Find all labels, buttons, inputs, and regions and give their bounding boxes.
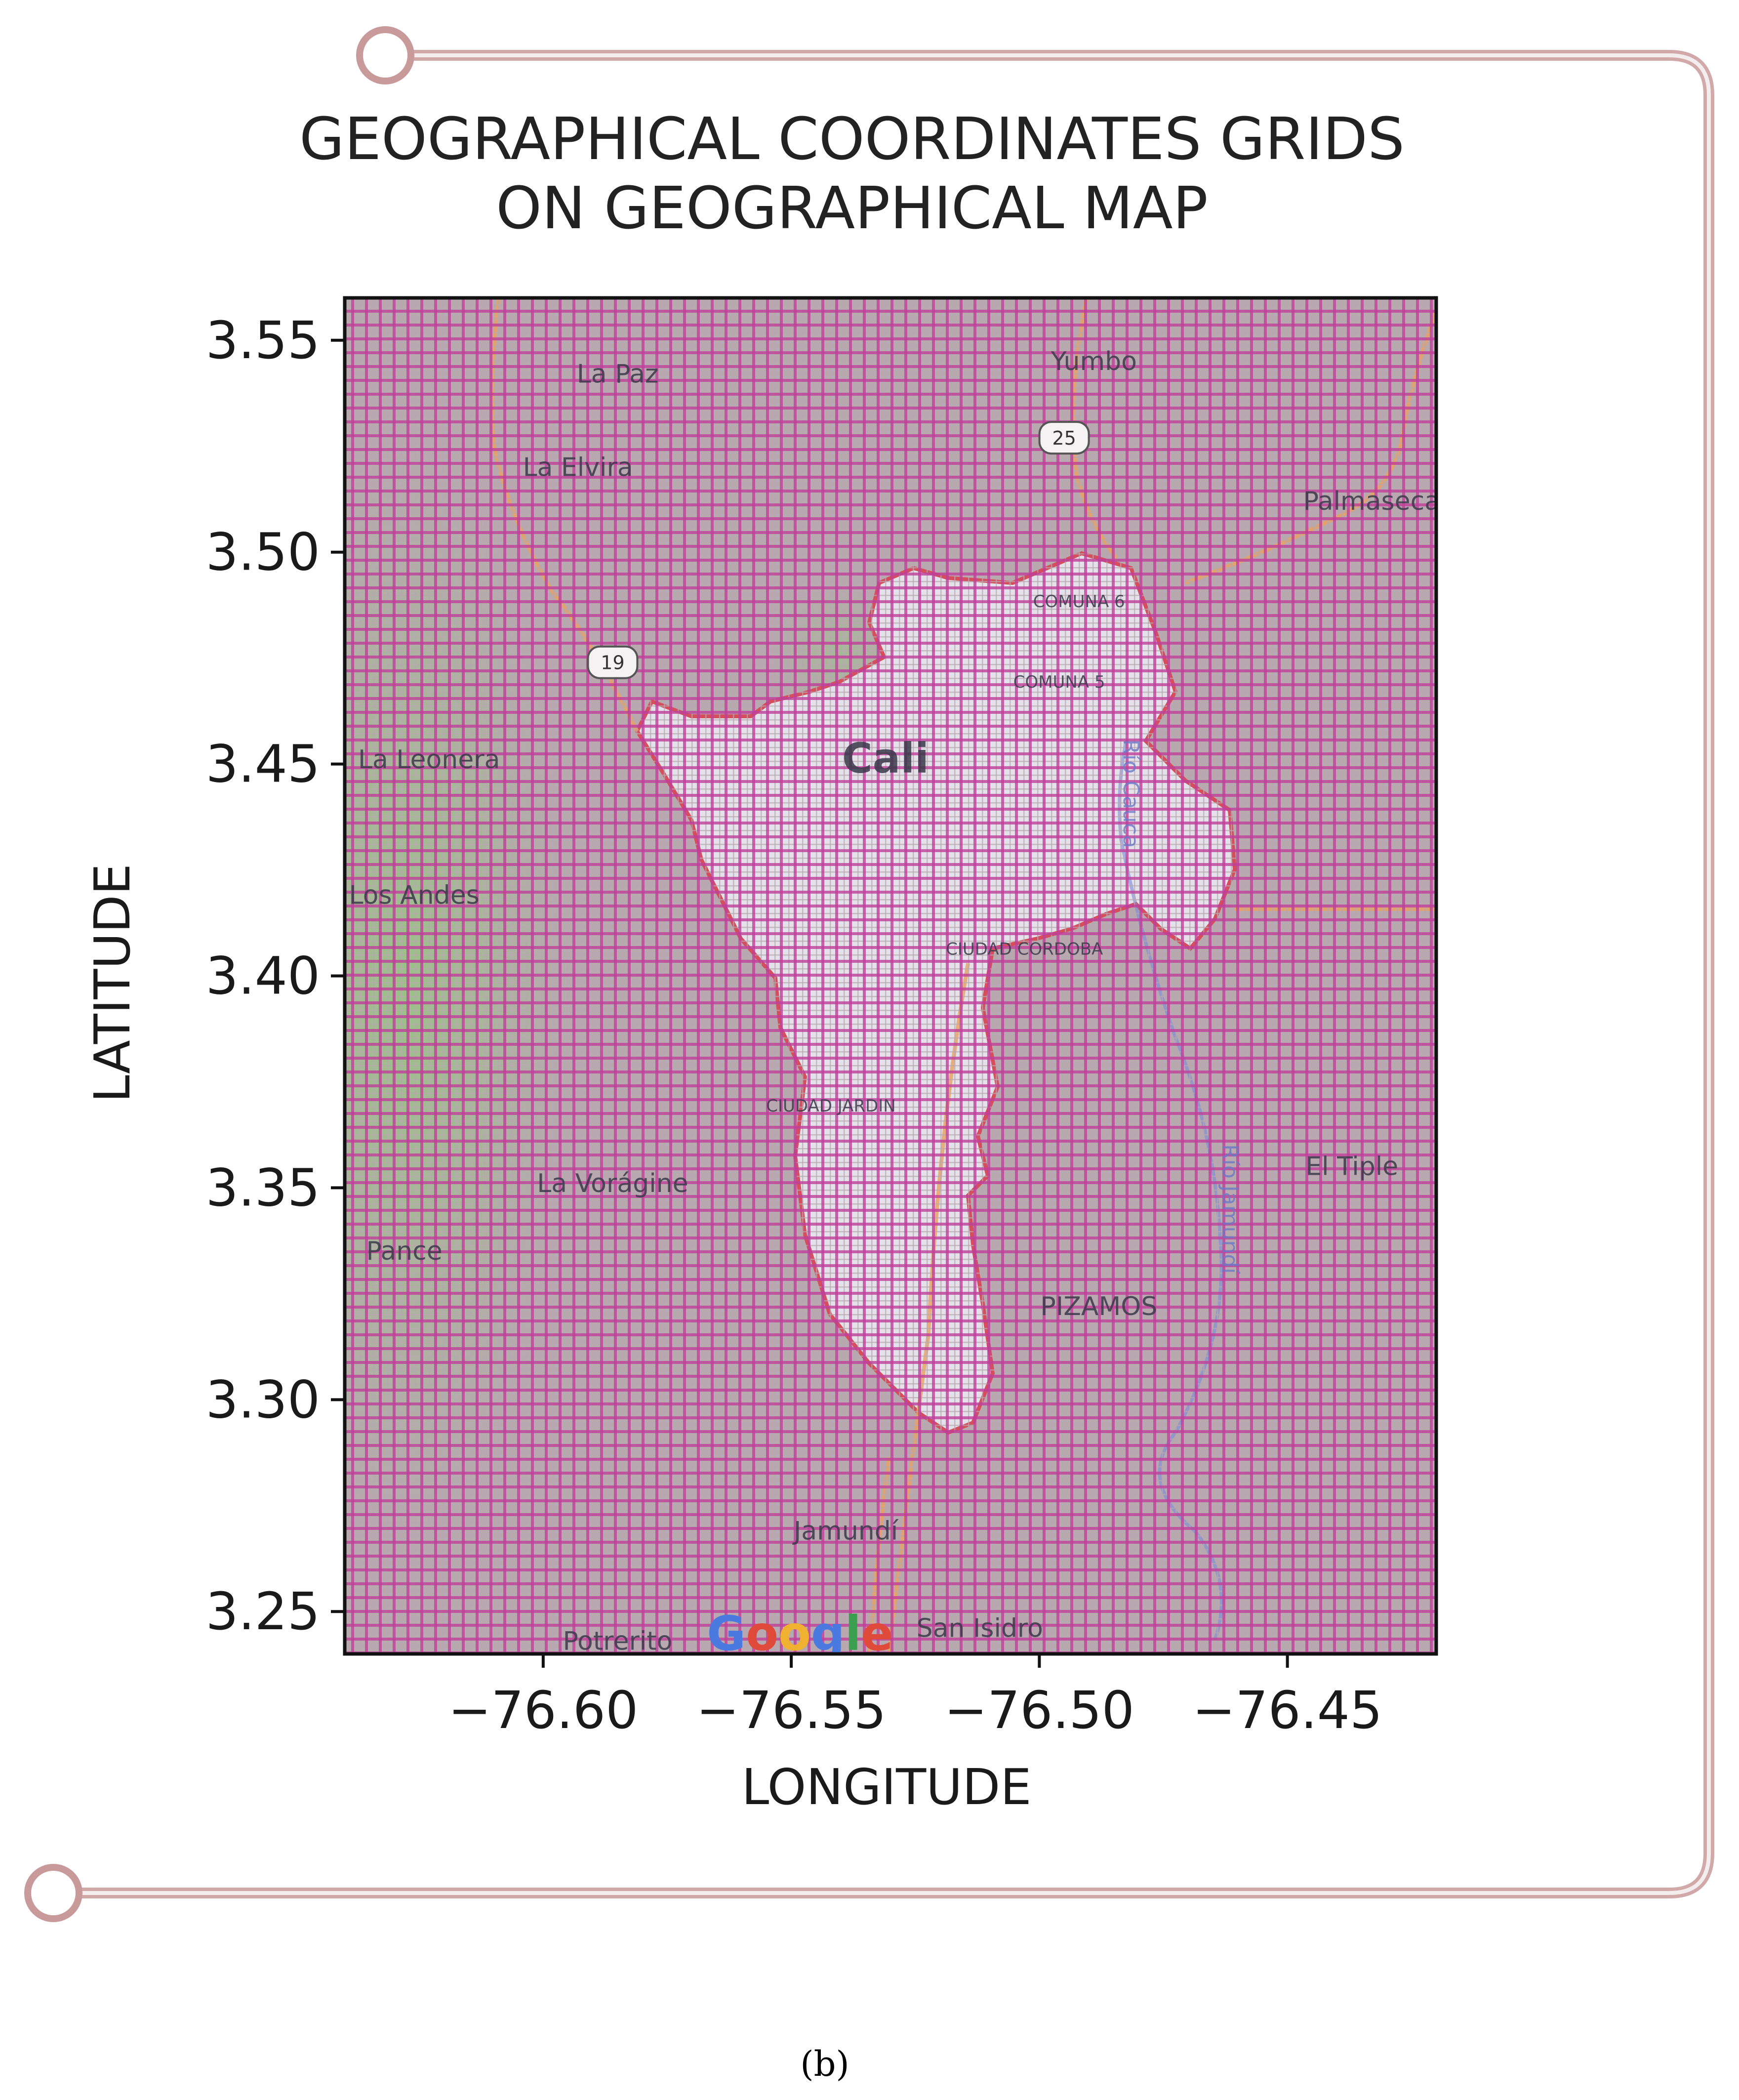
- road-shield-icon: [1038, 421, 1090, 455]
- y-tick-label: 3.25: [205, 1581, 320, 1642]
- place-label: COMUNA 5: [1013, 672, 1105, 692]
- place-label: CIUDAD CORDOBA: [946, 940, 1103, 959]
- place-label: COMUNA 6: [1033, 592, 1125, 612]
- place-label: San Isidro: [917, 1614, 1043, 1644]
- map-plot-area[interactable]: 25 19 La Paz Yumbo La Elvira Palmaseca COMUNA…: [242, 298, 1440, 1661]
- place-label: La Leonera: [358, 745, 500, 775]
- road-shield-icon: [587, 645, 639, 679]
- y-tick-label: 3.30: [205, 1369, 320, 1430]
- place-label: Potrerito: [563, 1626, 673, 1656]
- place-label: La Paz: [577, 360, 659, 389]
- place-label: Yumbo: [1051, 347, 1137, 376]
- place-label: CIUDAD JARDIN: [766, 1096, 895, 1116]
- x-axis-ticks: −76.60 −76.55 −76.50 −76.45: [448, 1654, 1382, 1740]
- place-label: Los Andes: [349, 881, 480, 910]
- coordinate-grid: [345, 298, 1436, 1654]
- place-label: Cali: [842, 734, 929, 782]
- river-label: Río Jamundí: [1217, 1144, 1243, 1275]
- place-label: PIZAMOS: [1041, 1292, 1158, 1321]
- frame-knob-bottom: [24, 1864, 82, 1922]
- place-label: Jamundí: [792, 1516, 899, 1546]
- y-tick-label: 3.40: [205, 946, 320, 1006]
- y-axis-label: LATITUDE: [83, 864, 141, 1103]
- y-tick-label: 3.35: [205, 1157, 320, 1218]
- x-tick-label: −76.50: [944, 1680, 1134, 1740]
- place-label: Palmaseca: [1303, 487, 1440, 516]
- x-axis-label: LONGITUDE: [741, 1758, 1031, 1816]
- y-tick-label: 3.50: [205, 522, 320, 582]
- y-tick-label: 3.45: [205, 734, 320, 794]
- road-number: 19: [601, 652, 624, 674]
- place-label: Pance: [366, 1236, 442, 1266]
- road-number: 25: [1052, 427, 1076, 449]
- y-tick-label: 3.55: [205, 310, 320, 371]
- x-tick-label: −76.60: [448, 1680, 638, 1740]
- place-label: El Tiple: [1305, 1152, 1398, 1182]
- place-label: La Elvira: [523, 453, 633, 482]
- place-label: La Vorágine: [537, 1169, 688, 1198]
- chart-title-line2: ON GEOGRAPHICAL MAP: [496, 174, 1208, 242]
- x-tick-label: −76.45: [1192, 1680, 1382, 1740]
- river-label: Río Cauca: [1118, 739, 1143, 848]
- road-shields-layer: 25 19: [587, 421, 1090, 679]
- figure-caption: (b): [800, 2044, 849, 2084]
- chart-title-line1: GEOGRAPHICAL COORDINATES GRIDS: [299, 105, 1405, 173]
- decorative-frame: [24, 26, 1714, 1922]
- google-watermark-logo: Google: [707, 1606, 893, 1661]
- x-tick-label: −76.55: [696, 1680, 887, 1740]
- frame-knob-top: [356, 26, 414, 84]
- place-labels-layer: La Paz Yumbo La Elvira Palmaseca COMUNA 6 COM…: [349, 347, 1440, 1656]
- y-axis-ticks: 3.25 3.30 3.35 3.40 3.45 3.50 3.55: [205, 310, 345, 1642]
